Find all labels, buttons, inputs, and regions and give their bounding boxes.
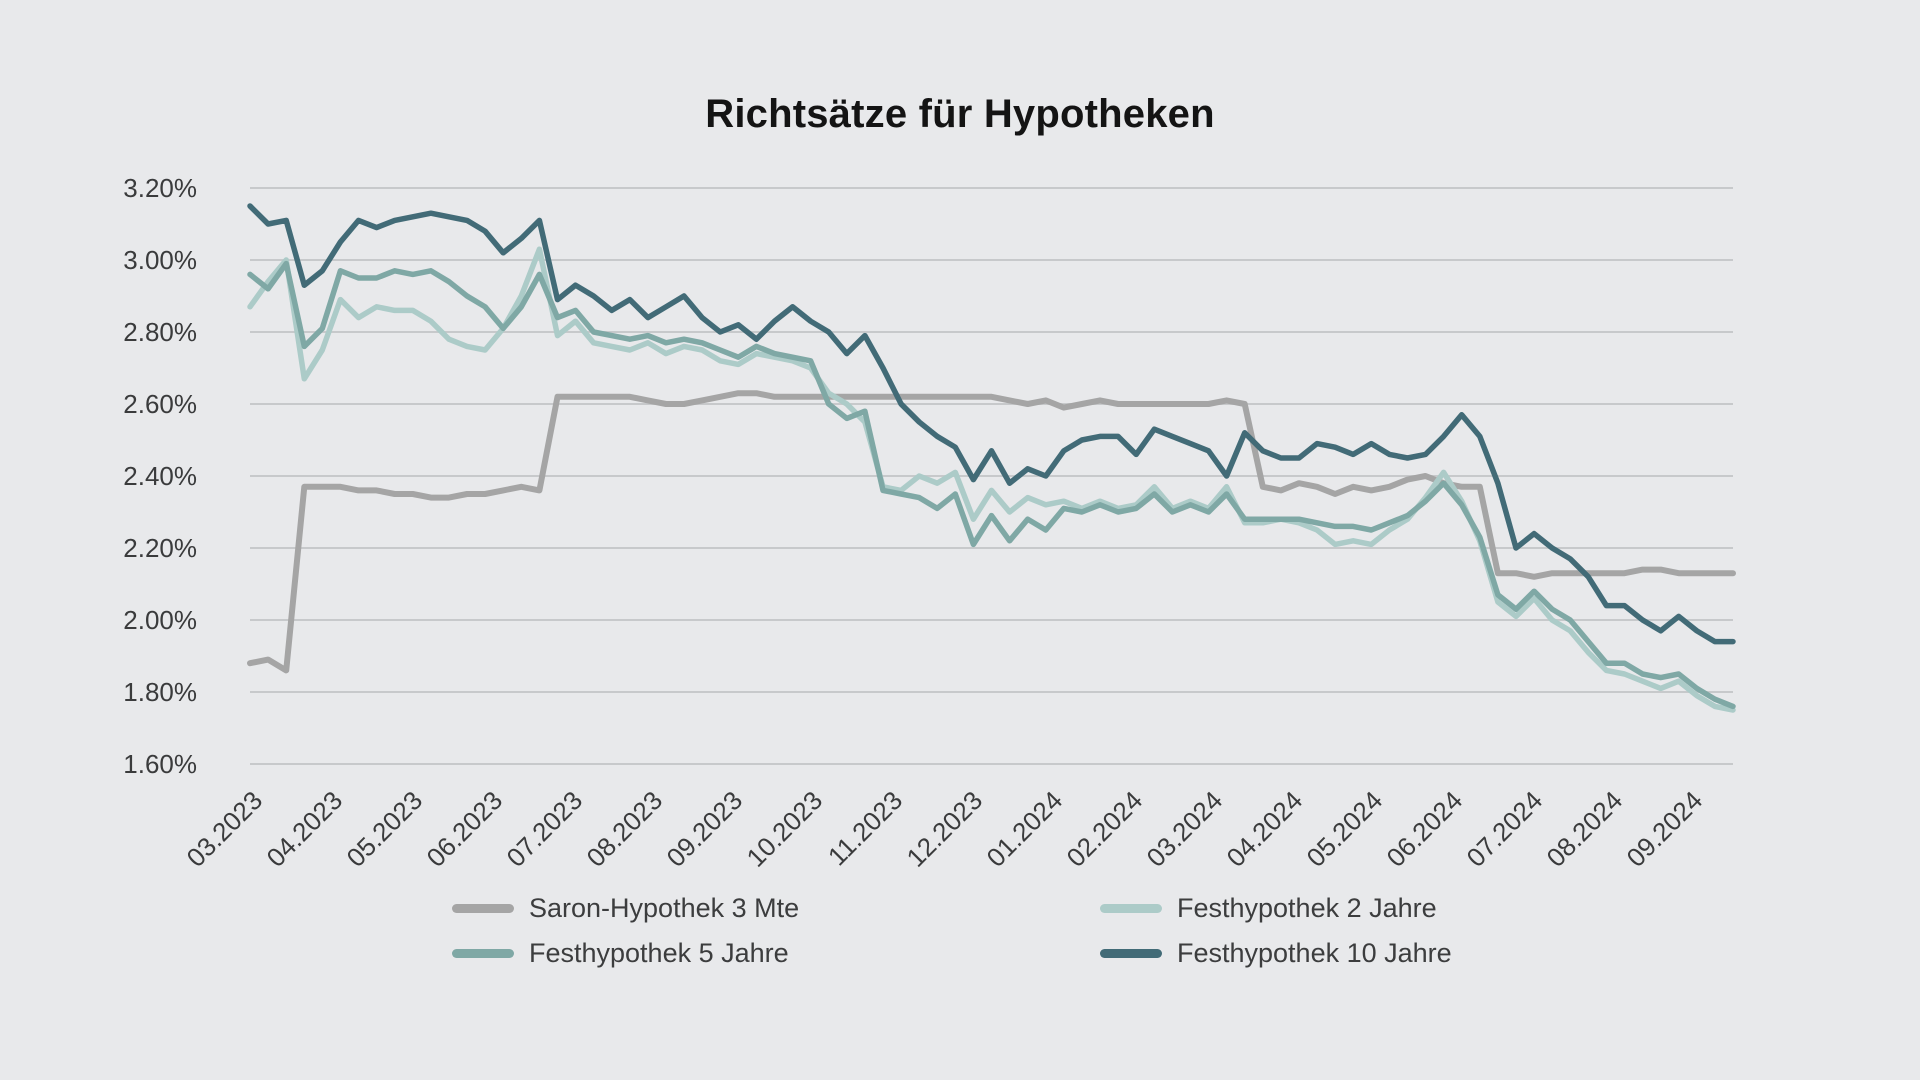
x-axis-tick-label: 05.2024	[1301, 785, 1389, 873]
legend-swatch	[452, 903, 514, 913]
x-axis-tick-label: 03.2024	[1141, 785, 1229, 873]
x-axis-tick-label: 08.2023	[581, 785, 669, 873]
x-axis-tick-label: 07.2024	[1461, 785, 1549, 873]
legend-swatch	[1100, 903, 1162, 913]
legend-label: Festhypothek 5 Jahre	[529, 937, 789, 968]
x-axis-tick-label: 03.2023	[181, 785, 269, 873]
y-axis-tick-label: 2.80%	[123, 317, 197, 347]
x-axis-tick-label: 02.2024	[1061, 785, 1149, 873]
x-axis-tick-label: 12.2023	[901, 785, 989, 873]
series-line-festhypothek-10-jahre	[247, 203, 1736, 645]
x-axis-tick-label: 06.2024	[1381, 785, 1469, 873]
legend-swatch	[1100, 948, 1162, 958]
x-axis-tick-label: 10.2023	[741, 785, 829, 873]
legend-item-festhypothek-2-jahre: Festhypothek 2 Jahre	[1100, 891, 1437, 925]
legend-label: Saron-Hypothek 3 Mte	[529, 892, 800, 923]
x-axis-tick-label: 01.2024	[981, 785, 1069, 873]
y-axis-tick-label: 2.00%	[123, 605, 197, 635]
x-axis-tick-label: 04.2023	[261, 785, 349, 873]
y-axis-tick-label: 2.60%	[123, 389, 197, 419]
x-axis-tick-label: 09.2024	[1621, 785, 1709, 873]
chart-title: Richtsätze für Hypotheken	[705, 92, 1215, 136]
y-axis-tick-label: 3.00%	[123, 245, 197, 275]
x-axis-tick-label: 05.2023	[341, 785, 429, 873]
y-axis-tick-label: 3.20%	[123, 173, 197, 203]
y-axis-tick-label: 2.20%	[123, 533, 197, 563]
series-line-saron-hypothek-3-mte	[247, 390, 1736, 674]
legend-item-saron-hypothek-3-mte: Saron-Hypothek 3 Mte	[452, 891, 799, 925]
legend-item-festhypothek-10-jahre: Festhypothek 10 Jahre	[1100, 936, 1452, 970]
x-axis-tick-label: 11.2023	[822, 785, 908, 871]
legend-item-festhypothek-5-jahre: Festhypothek 5 Jahre	[452, 936, 789, 970]
x-axis-tick-label: 08.2024	[1541, 785, 1629, 873]
legend-label: Festhypothek 10 Jahre	[1177, 937, 1452, 968]
y-axis-tick-label: 1.60%	[123, 749, 197, 779]
series-line-festhypothek-2-jahre	[247, 246, 1736, 713]
y-axis-tick-label: 2.40%	[123, 461, 197, 491]
x-axis-tick-label: 09.2023	[661, 785, 749, 873]
y-axis-tick-label: 1.80%	[123, 677, 197, 707]
legend-label: Festhypothek 2 Jahre	[1177, 892, 1437, 923]
x-axis-tick-label: 06.2023	[421, 785, 509, 873]
x-axis-tick-label: 07.2023	[501, 785, 589, 873]
legend-swatch	[452, 948, 514, 958]
x-axis-tick-label: 04.2024	[1221, 785, 1309, 873]
series-line-festhypothek-5-jahre	[247, 260, 1736, 710]
